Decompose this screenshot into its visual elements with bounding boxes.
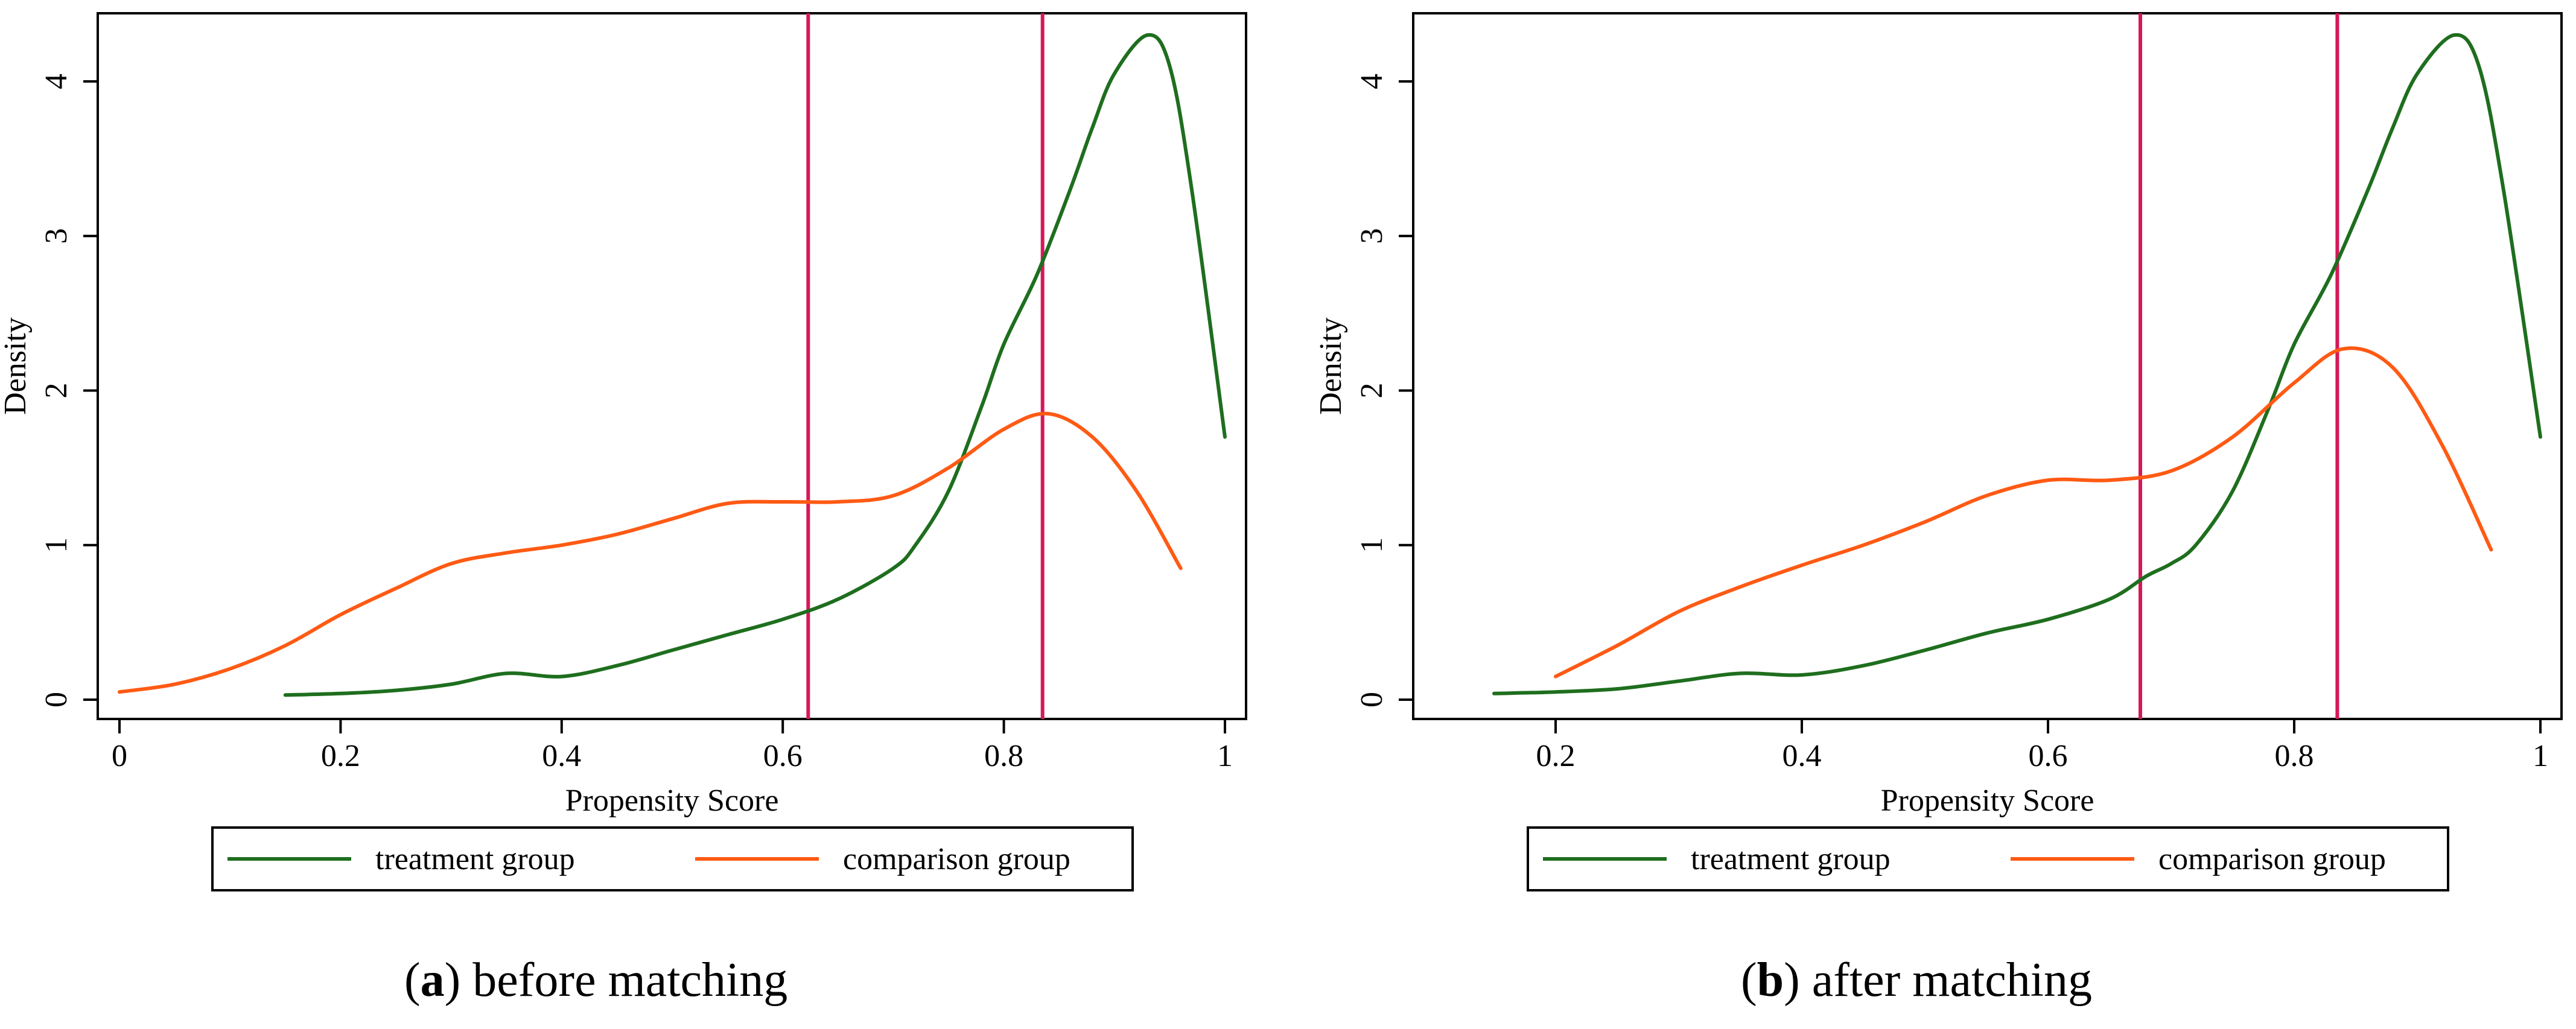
comparison-line-b bbox=[1554, 346, 2493, 679]
y-axis-label-b: Density bbox=[1314, 317, 1348, 415]
treatment-line-b bbox=[1492, 33, 2542, 695]
comparison-line-a bbox=[118, 411, 1183, 694]
legend-label-comparison-a: comparison group bbox=[843, 842, 1070, 876]
x-tick-label-b-0: 0.2 bbox=[1536, 739, 1576, 773]
y-tick-label-a-0: 0 bbox=[39, 692, 74, 708]
treatment-line-a bbox=[283, 33, 1227, 697]
legend-box-b bbox=[1527, 826, 2449, 891]
plot-frame-b bbox=[1412, 12, 2563, 720]
x-tick-label-a-2: 0.4 bbox=[542, 739, 581, 773]
x-tick-label-a-1: 0.2 bbox=[321, 739, 360, 773]
x-tick-label-b-2: 0.6 bbox=[2029, 739, 2068, 773]
x-axis-label-a: Propensity Score bbox=[565, 784, 779, 818]
x-tick-label-a-0: 0 bbox=[112, 739, 127, 773]
y-tick-label-a-2: 2 bbox=[39, 383, 74, 399]
y-tick-label-b-1: 1 bbox=[1355, 537, 1389, 553]
y-tick-label-b-2: 2 bbox=[1355, 383, 1389, 399]
x-tick-label-b-3: 0.8 bbox=[2275, 739, 2314, 773]
x-tick-label-a-4: 0.8 bbox=[984, 739, 1023, 773]
legend-label-comparison-b: comparison group bbox=[2158, 842, 2386, 876]
y-tick-label-a-4: 4 bbox=[39, 74, 74, 89]
y-tick-label-b-4: 4 bbox=[1355, 74, 1389, 89]
chart-b: 0.2 0.4 0.6 0.8 1 0 1 2 3 4 Propensity Score Densit… bbox=[1314, 12, 2563, 891]
caption-a-open: ( bbox=[404, 954, 421, 1007]
x-axis-label-b: Propensity Score bbox=[1881, 784, 2094, 818]
y-tick-label-b-3: 3 bbox=[1355, 228, 1389, 244]
y-tick-label-a-3: 3 bbox=[39, 228, 74, 244]
y-tick-label-a-1: 1 bbox=[39, 537, 74, 553]
y-axis-label-a: Density bbox=[0, 317, 33, 415]
y-tick-label-b-0: 0 bbox=[1355, 692, 1389, 708]
x-tick-label-b-1: 0.4 bbox=[1783, 739, 1822, 773]
legend-box-a bbox=[211, 826, 1134, 891]
caption-a-text: ) before matching bbox=[444, 954, 788, 1007]
caption-a-letter: a bbox=[420, 954, 445, 1007]
x-tick-label-b-4: 1 bbox=[2533, 739, 2548, 773]
plot-frame-a bbox=[97, 12, 1247, 720]
caption-b-letter: b bbox=[1757, 954, 1784, 1007]
x-tick-label-a-3: 0.6 bbox=[763, 739, 803, 773]
caption-b-text: ) after matching bbox=[1784, 954, 2092, 1007]
legend-label-treatment-a: treatment group bbox=[375, 842, 575, 876]
caption-b: (b) after matching bbox=[1741, 953, 2092, 1008]
legend-label-treatment-b: treatment group bbox=[1691, 842, 1891, 876]
caption-b-open: ( bbox=[1741, 954, 1757, 1007]
caption-a: (a) before matching bbox=[404, 953, 787, 1008]
x-tick-label-a-5: 1 bbox=[1217, 739, 1233, 773]
chart-a: 0 0.2 0.4 0.6 0.8 1 0 1 2 3 4 Propensity Score Densi… bbox=[0, 12, 1247, 891]
